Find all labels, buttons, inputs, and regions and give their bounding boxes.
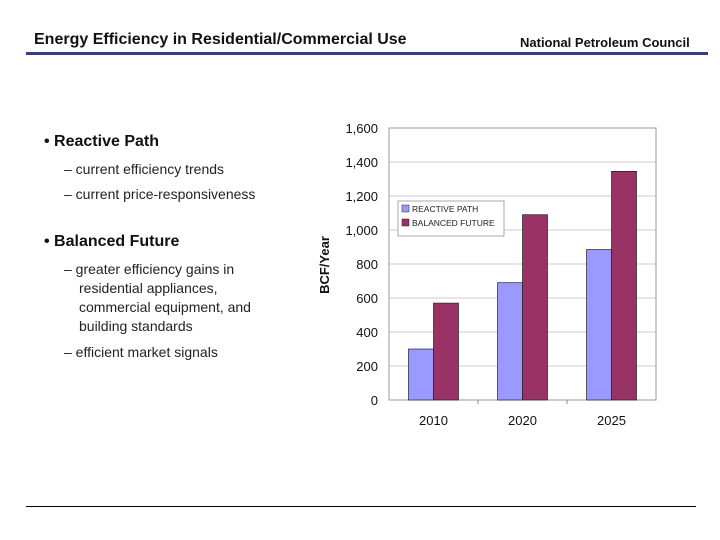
bar-balanced-future-2010 xyxy=(433,302,459,401)
bullet-reactive-path: • Reactive Path xyxy=(44,133,159,150)
y-tick-label: 800 xyxy=(356,257,378,272)
bar-balanced-future-2025 xyxy=(611,171,637,401)
bar-reactive-path-2025 xyxy=(586,249,612,401)
slide-title: Energy Efficiency in Residential/Commerc… xyxy=(34,31,407,48)
y-tick-label: 1,000 xyxy=(345,223,378,238)
bar-balanced-future-2020 xyxy=(522,214,548,401)
legend-label: BALANCED FUTURE xyxy=(412,218,495,228)
y-tick-label: 400 xyxy=(356,325,378,340)
y-axis-label: BCF/Year xyxy=(317,236,332,294)
y-tick-label: 0 xyxy=(371,393,378,408)
sub-bullet: – efficient market signals xyxy=(64,344,218,360)
header-divider xyxy=(26,52,708,55)
y-tick-label: 200 xyxy=(356,359,378,374)
legend-swatch xyxy=(401,218,410,227)
x-tick-label: 2025 xyxy=(597,413,626,428)
y-tick-label: 1,200 xyxy=(345,189,378,204)
legend-swatch xyxy=(401,204,410,213)
sub-bullet: – current price-responsiveness xyxy=(64,186,256,202)
legend xyxy=(397,200,505,237)
sub-bullet: – current efficiency trends xyxy=(64,161,225,177)
bar-reactive-path-2010 xyxy=(408,348,434,401)
footer-divider xyxy=(26,506,696,507)
bar-reactive-path-2020 xyxy=(497,282,523,401)
x-tick-label: 2010 xyxy=(419,413,448,428)
y-tick-label: 600 xyxy=(356,291,378,306)
organization-name: National Petroleum Council xyxy=(520,35,690,50)
y-tick-label: 1,600 xyxy=(345,121,378,136)
legend-label: REACTIVE PATH xyxy=(412,204,478,214)
sub-bullet: – greater efficiency gains in residentia… xyxy=(64,261,251,334)
bullet-balanced-future: • Balanced Future xyxy=(44,233,180,250)
y-tick-label: 1,400 xyxy=(345,155,378,170)
x-tick-label: 2020 xyxy=(508,413,537,428)
